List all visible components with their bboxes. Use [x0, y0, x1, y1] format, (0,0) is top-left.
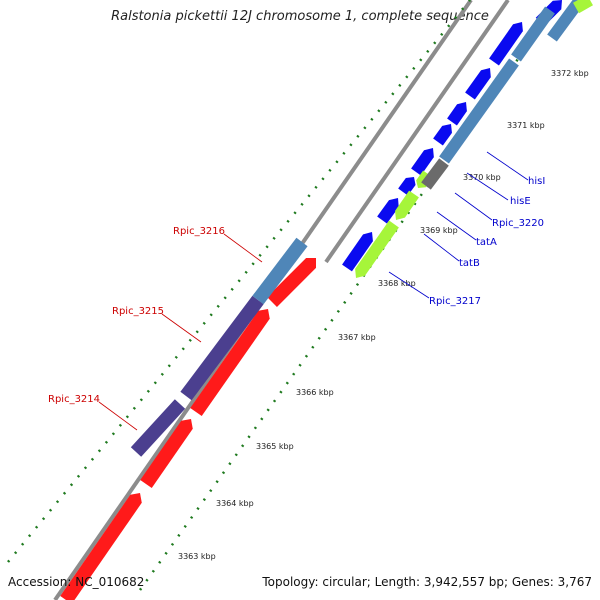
gene-label-rpic-3216: Rpic_3216	[173, 226, 225, 237]
gene-block-purple	[180, 295, 264, 401]
gene-block-red	[190, 309, 270, 417]
gene-block-red	[60, 493, 142, 600]
kbp-label: 3363 kbp	[178, 552, 216, 561]
gene-block-red	[140, 419, 193, 488]
leader-rpic-3217	[388, 271, 430, 299]
gene-block-steel	[511, 6, 555, 62]
gene-label-rpic-3217: Rpic_3217	[429, 296, 481, 307]
leader-hisi	[486, 151, 529, 181]
kbp-label: 3372 kbp	[551, 69, 589, 78]
leader-rpic-3215	[161, 313, 202, 343]
gene-block-steel	[252, 237, 308, 305]
gene-block-purple	[130, 399, 186, 457]
gene-label-rpic-3215: Rpic_3215	[112, 306, 164, 317]
summary-text: Topology: circular; Length: 3,942,557 bp…	[262, 575, 592, 589]
gene-block-red	[267, 257, 317, 307]
gene-block-green	[573, 0, 593, 14]
leader-tatb	[423, 233, 460, 262]
gene-block-steel	[439, 58, 519, 164]
backbone-right	[324, 0, 510, 264]
gene-block-blue	[489, 22, 523, 66]
accession-text: Accession: NC_010682	[8, 575, 145, 589]
gene-label-tata: tatA	[476, 237, 497, 248]
map-title: Ralstonia pickettii 12J chromosome 1, co…	[111, 9, 489, 24]
gene-block-blue	[447, 102, 467, 126]
leader-rpic-3216	[223, 233, 263, 263]
kbp-label: 3369 kbp	[420, 226, 458, 235]
kbp-label: 3370 kbp	[463, 173, 501, 182]
kbp-label: 3368 kbp	[378, 279, 416, 288]
gene-label-hisi: hisI	[528, 176, 545, 187]
gene-block-blue	[465, 68, 491, 100]
gene-block-gray	[421, 158, 449, 190]
kbp-label: 3366 kbp	[296, 388, 334, 397]
gene-block-blue	[398, 176, 416, 196]
leader-rpic-3220	[454, 192, 493, 221]
leader-rpic-3214	[98, 401, 138, 431]
gene-block-steel	[547, 0, 585, 42]
kbp-label: 3364 kbp	[216, 499, 254, 508]
leader-tata	[436, 211, 477, 241]
gene-label-rpic-3220: Rpic_3220	[492, 218, 544, 229]
gene-block-blue	[411, 147, 434, 176]
kbp-label: 3367 kbp	[338, 333, 376, 342]
gene-block-green	[395, 190, 419, 220]
leader-hise	[466, 172, 509, 201]
gene-label-rpic-3214: Rpic_3214	[48, 394, 100, 405]
gene-block-green	[355, 220, 399, 278]
gene-block-blue	[342, 232, 373, 272]
gene-block-blue	[377, 198, 399, 224]
kbp-label: 3365 kbp	[256, 442, 294, 451]
gene-label-hise: hisE	[510, 196, 531, 207]
kbp-label: 3371 kbp	[507, 121, 545, 130]
gene-label-tatb: tatB	[459, 258, 480, 269]
tick-row-outer-left	[7, 0, 471, 563]
gene-block-blue	[433, 124, 452, 146]
